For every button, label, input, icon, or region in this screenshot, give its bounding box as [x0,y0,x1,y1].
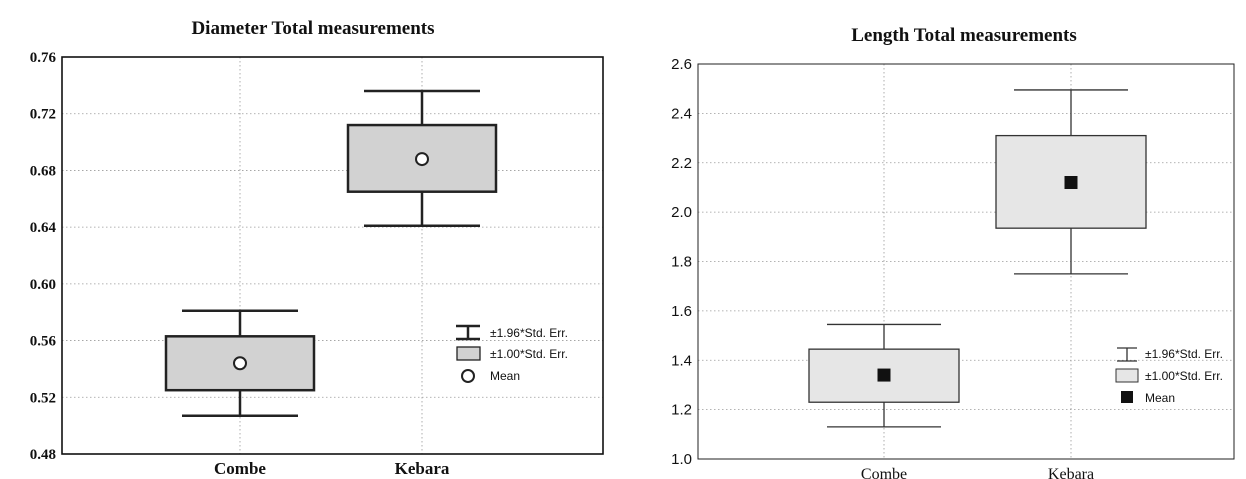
y-tick-label: 1.8 [671,254,692,271]
legend-se-label: ±1.00*Std. Err. [490,347,568,361]
y-tick-label: 2.2 [671,155,692,172]
y-tick-label: 0.64 [30,220,57,236]
chart-title: Length Total measurements [851,25,1077,46]
x-tick-label: Combe [861,466,907,479]
box-marks [808,89,1147,428]
y-tick-label: 1.0 [671,451,692,468]
mean-marker [1064,176,1078,189]
x-tick-label: Kebara [395,459,450,478]
y-tick-label: 0.68 [30,163,56,179]
y-tick-label: 1.4 [671,352,692,369]
legend-ci-label: ±1.96*Std. Err. [490,326,568,340]
legend-mean-label: Mean [1145,391,1175,405]
legend-se-symbol [456,346,481,361]
box-combe [808,323,960,428]
y-tick-label: 0.48 [30,447,56,463]
mean-marker [415,152,429,167]
mean-marker [233,356,247,371]
length-chart: Length Total measurements 1.01.21.41.61.… [671,25,1235,479]
y-tick-labels: 1.0 1.2 1.4 1.6 1.8 2.0 2.2 2.4 2.6 [671,56,692,468]
plot-frame [697,63,1235,460]
box-kebara [346,89,498,227]
legend-ci-label: ±1.96*Std. Err. [1145,347,1223,361]
x-tick-label: Combe [214,459,266,478]
legend-mean-symbol [461,369,475,383]
y-tick-label: 1.2 [671,402,692,419]
legend-mean-symbol [1121,391,1133,403]
legend-mean-label: Mean [490,369,520,383]
y-tick-label: 2.6 [671,56,692,73]
y-tick-label: 0.72 [30,107,56,123]
y-tick-label: 1.6 [671,303,692,320]
legend-ci-symbol [1117,347,1137,362]
y-tick-label: 0.76 [30,50,57,66]
box-marks [164,89,498,417]
plot-frame [61,56,604,455]
y-tick-label: 0.60 [30,277,56,293]
grid [62,57,603,454]
y-tick-label: 2.0 [671,204,692,221]
box-kebara [995,89,1147,275]
legend-se-label: ±1.00*Std. Err. [1145,369,1223,383]
x-tick-label: Kebara [1048,466,1094,479]
y-tick-label: 0.52 [30,390,56,406]
y-tick-label: 0.56 [30,334,57,350]
box-combe [164,309,316,417]
x-tick-labels: Combe Kebara [861,466,1094,479]
chart-title: Diameter Total measurements [191,18,434,39]
diameter-chart: Diameter Total measurements 0.48 0.52 0.56… [30,18,604,478]
legend-se-symbol [1115,368,1139,383]
y-tick-label: 2.4 [671,105,692,122]
legend-ci-symbol [456,324,480,341]
legend: ±1.96*Std. Err. ±1.00*Std. Err. Mean [456,324,568,383]
y-tick-labels: 0.48 0.52 0.56 0.60 0.64 0.68 0.72 0.76 [30,50,57,463]
x-tick-labels: Combe Kebara [214,459,450,478]
mean-marker [877,368,891,382]
legend: ±1.96*Std. Err. ±1.00*Std. Err. Mean [1115,347,1223,405]
